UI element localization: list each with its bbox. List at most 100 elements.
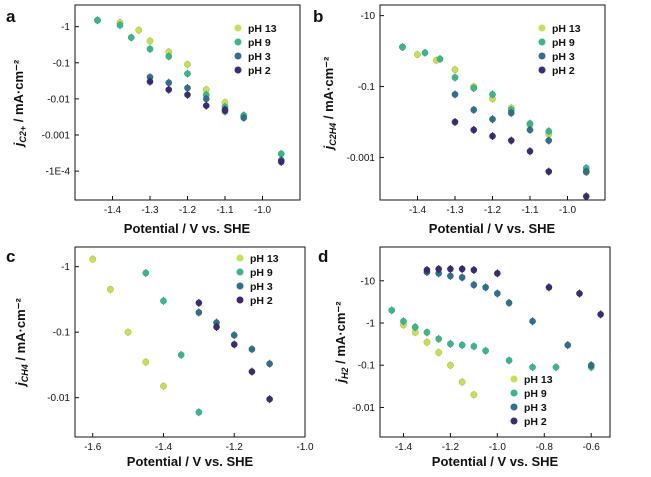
- point-ph3: [195, 308, 203, 316]
- x-tick-label: -1.4: [155, 442, 173, 453]
- legend-label-ph9: pH 9: [248, 37, 271, 49]
- legend-marker-ph2: [234, 66, 242, 74]
- point-ph13: [89, 255, 97, 263]
- point-ph2: [597, 310, 605, 318]
- y-tick-label: -1: [61, 262, 70, 273]
- point-ph9: [526, 120, 534, 128]
- point-ph3: [545, 137, 553, 144]
- point-ph2: [451, 118, 459, 126]
- point-ph9: [435, 335, 443, 343]
- x-tick-label: -1.2: [442, 442, 460, 453]
- legend-marker-ph13: [236, 254, 244, 262]
- panel-d-ylabel: jH2 / mA·cm⁻²: [333, 301, 350, 385]
- legend-label-ph2: pH 2: [250, 295, 273, 307]
- point-ph9: [400, 317, 407, 325]
- point-ph9: [127, 34, 135, 41]
- x-tick-label: -1.4: [395, 442, 413, 453]
- point-ph9: [505, 356, 513, 364]
- point-ph9: [277, 150, 285, 158]
- legend-marker-ph2: [236, 296, 244, 304]
- panel-c-frame: [74, 246, 306, 438]
- point-ph3: [184, 84, 191, 92]
- point-ph3: [493, 290, 501, 297]
- point-ph9: [184, 70, 191, 78]
- panel-d: d -1.4 -1.2 -1.0 -0.8 -0.6 -10 -1 -0.1 -0.01 pH …: [318, 246, 611, 469]
- point-ph13: [160, 382, 167, 390]
- point-ph13: [446, 361, 454, 369]
- y-tick-label: -0.1: [358, 82, 376, 93]
- x-tick-label: -1.2: [179, 205, 197, 216]
- point-ph3: [451, 90, 459, 98]
- point-ph2: [248, 368, 256, 376]
- point-ph2: [202, 102, 210, 110]
- y-tick-label: -0.01: [352, 403, 375, 414]
- y-tick-label: -0.001: [347, 153, 376, 164]
- y-tick-label: -1: [366, 319, 375, 330]
- point-ph9: [146, 45, 154, 53]
- legend-label-ph3: pH 3: [250, 281, 273, 293]
- point-ph13: [414, 51, 421, 58]
- y-tick-label: -10: [361, 11, 376, 22]
- point-ph2: [277, 158, 285, 166]
- point-ph3: [587, 361, 595, 369]
- legend-label-ph2: pH 2: [524, 416, 547, 428]
- panel-a: a -1.4 -1.3 -1.2 -1.1 -1.0 -1 -0.1 -0.01 -0.001 -…: [6, 4, 301, 236]
- point-ph3: [505, 299, 513, 307]
- y-tick-label: -0.01: [47, 94, 70, 105]
- x-tick-label: -1.0: [254, 205, 272, 216]
- legend-marker-ph13: [538, 24, 546, 32]
- legend-label-ph13: pH 13: [248, 23, 277, 35]
- point-ph2: [470, 266, 478, 274]
- y-tick-label: -0.001: [42, 131, 71, 142]
- point-ph13: [124, 328, 132, 336]
- point-ph13: [184, 60, 191, 68]
- y-tick-label: -0.1: [53, 58, 71, 69]
- legend-marker-ph9: [510, 389, 518, 397]
- point-ph9: [451, 74, 459, 81]
- point-ph13: [146, 37, 154, 45]
- x-tick-label: -1.1: [521, 205, 539, 216]
- point-ph9: [423, 328, 431, 336]
- point-ph3: [482, 283, 490, 291]
- legend-marker-ph3: [510, 403, 518, 411]
- point-ph9: [160, 297, 167, 305]
- point-ph2: [423, 266, 431, 274]
- legend-label-ph9: pH 9: [552, 37, 575, 49]
- point-ph9: [116, 21, 124, 29]
- point-ph9: [388, 306, 396, 314]
- point-ph2: [230, 340, 238, 348]
- y-tick-label: -1: [61, 22, 70, 33]
- point-ph9: [482, 347, 490, 355]
- point-ph3: [266, 360, 274, 368]
- point-ph9: [552, 363, 560, 371]
- legend-label-ph9: pH 9: [250, 267, 273, 279]
- point-ph2: [489, 132, 496, 140]
- point-ph13: [142, 358, 150, 366]
- x-tick-label: -1.0: [559, 205, 577, 216]
- point-ph2: [493, 269, 501, 277]
- legend-marker-ph13: [234, 24, 242, 32]
- legend-marker-ph9: [234, 38, 242, 46]
- panel-b-xlabel: Potential / V vs. SHE: [429, 221, 556, 236]
- legend-marker-ph13: [510, 375, 518, 383]
- point-ph2: [458, 265, 466, 273]
- point-ph2: [582, 192, 590, 200]
- point-ph9: [446, 340, 454, 348]
- point-ph3: [489, 115, 496, 123]
- legend-marker-ph3: [234, 52, 242, 60]
- point-ph3: [582, 168, 590, 176]
- point-ph13: [106, 285, 114, 293]
- point-ph9: [436, 55, 444, 63]
- point-ph3: [202, 95, 210, 103]
- point-ph2: [446, 265, 454, 273]
- point-ph2: [146, 78, 154, 86]
- panel-d-frame: [379, 246, 611, 438]
- x-tick-label: -1.3: [446, 205, 464, 216]
- point-ph9: [470, 84, 478, 92]
- point-ph3: [446, 272, 454, 280]
- x-tick-label: -1.1: [216, 205, 234, 216]
- legend-label-ph13: pH 13: [552, 23, 581, 35]
- point-ph2: [266, 395, 274, 403]
- point-ph2: [184, 91, 191, 99]
- point-ph2: [576, 290, 583, 297]
